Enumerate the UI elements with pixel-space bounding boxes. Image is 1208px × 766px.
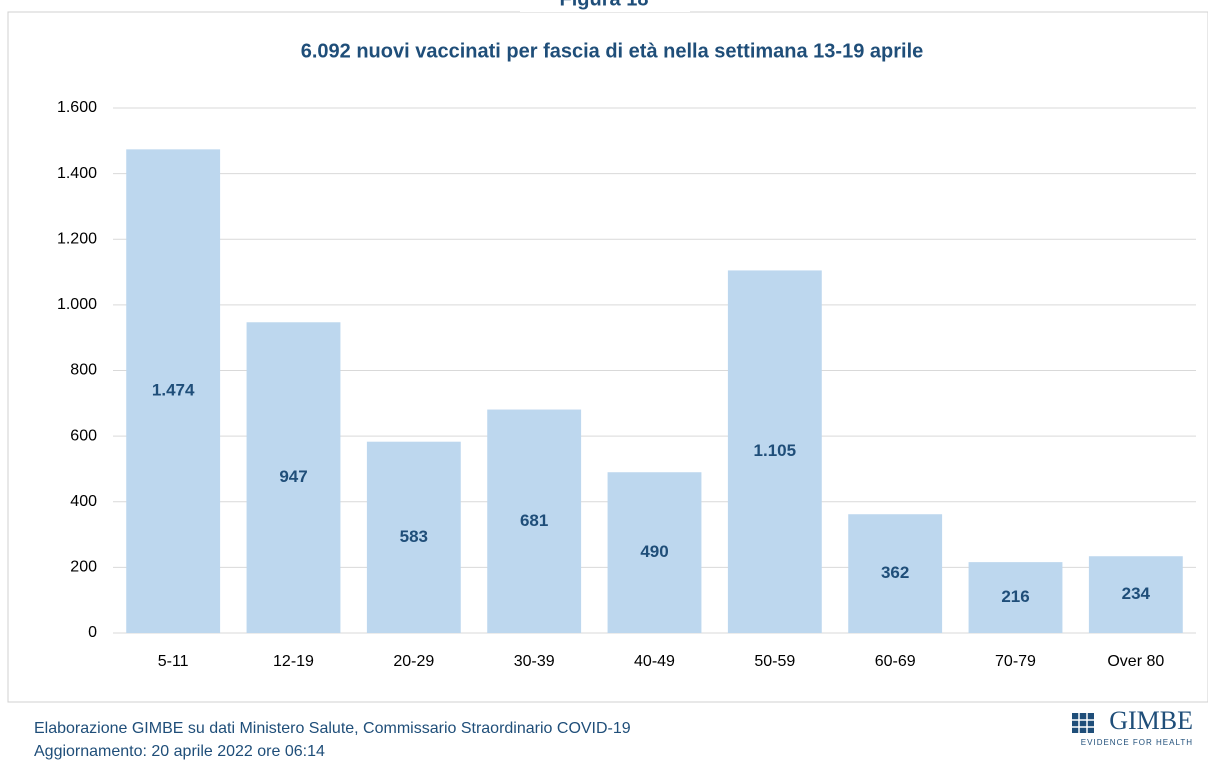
value-label: 681: [520, 511, 548, 530]
value-label: 1.105: [754, 441, 797, 460]
y-tick-label: 200: [70, 559, 97, 576]
x-tick-label: 20-29: [393, 653, 434, 670]
value-label: 234: [1122, 584, 1151, 603]
y-tick-label: 800: [70, 362, 97, 379]
x-tick-label: 30-39: [514, 653, 555, 670]
logo-name: GIMBE: [1109, 706, 1193, 735]
chart-title: 6.092 nuovi vaccinati per fascia di età …: [301, 40, 924, 62]
bar: [607, 472, 702, 633]
footer-source: Elaborazione GIMBE su dati Ministero Sal…: [34, 720, 631, 737]
y-tick-label: 1.200: [57, 230, 97, 247]
logo-icon: [1072, 713, 1094, 733]
bar: [487, 409, 582, 633]
logo-tagline: EVIDENCE FOR HEALTH: [1081, 738, 1193, 747]
footer-updated: Aggiornamento: 20 aprile 2022 ore 06:14: [34, 743, 325, 760]
value-label: 216: [1001, 587, 1029, 606]
y-tick-label: 400: [70, 493, 97, 510]
x-tick-label: 60-69: [875, 653, 916, 670]
figure-label: Figura 18: [560, 0, 649, 10]
y-tick-label: 600: [70, 427, 97, 444]
y-tick-label: 1.600: [57, 99, 97, 116]
x-tick-label: 50-59: [754, 653, 795, 670]
x-tick-label: 40-49: [634, 653, 675, 670]
value-label: 490: [640, 542, 668, 561]
bar: [968, 562, 1063, 633]
value-label: 1.474: [152, 381, 195, 400]
y-tick-label: 1.400: [57, 165, 97, 182]
x-tick-label: 12-19: [273, 653, 314, 670]
value-label: 362: [881, 563, 909, 582]
y-tick-label: 0: [88, 624, 97, 641]
bar: [1088, 556, 1183, 633]
bar: [126, 149, 221, 633]
bar: [246, 322, 341, 633]
label-mask: [520, 0, 690, 12]
value-label: 583: [400, 527, 428, 546]
bar: [848, 514, 943, 633]
y-tick-label: 1.000: [57, 296, 97, 313]
x-tick-label: 5-11: [158, 653, 189, 670]
value-label: 947: [279, 467, 307, 486]
x-tick-label: Over 80: [1107, 653, 1164, 670]
x-tick-label: 70-79: [995, 653, 1036, 670]
bar: [366, 441, 461, 633]
bar: [727, 270, 822, 633]
